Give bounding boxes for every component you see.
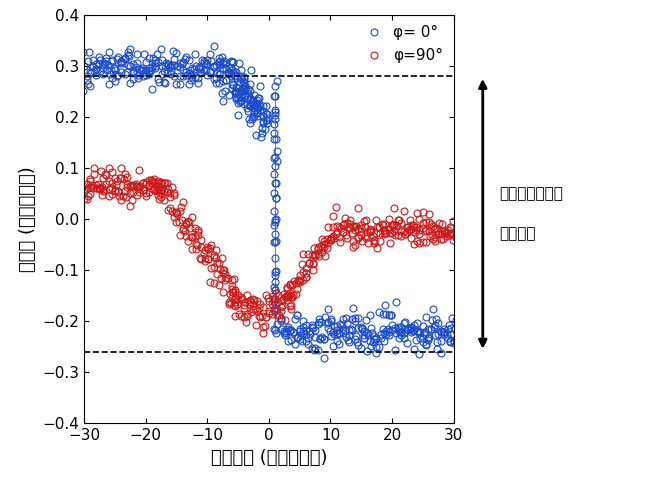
φ= 0° xyxy=(270,155,278,161)
φ= 0° xyxy=(258,125,266,131)
φ=90° xyxy=(453,230,461,236)
φ=90° xyxy=(184,238,192,244)
φ=90° xyxy=(111,188,119,194)
φ= 0° xyxy=(92,66,100,72)
φ=90° xyxy=(259,330,266,336)
Text: 逆スピンホール: 逆スピンホール xyxy=(499,186,563,202)
φ=90° xyxy=(367,226,375,232)
φ=90° xyxy=(210,280,218,286)
φ= 0° xyxy=(80,62,87,68)
φ=90° xyxy=(290,277,297,283)
X-axis label: 外部磁場 (ミリテスラ): 外部磁場 (ミリテスラ) xyxy=(211,449,327,466)
φ= 0° xyxy=(246,89,253,94)
Line: φ= 0°: φ= 0° xyxy=(80,43,461,362)
φ= 0° xyxy=(196,66,204,72)
Y-axis label: 抵抗値 (ミリオーム): 抵抗値 (ミリオーム) xyxy=(19,166,37,272)
φ=90° xyxy=(91,165,98,171)
φ= 0° xyxy=(135,72,143,78)
φ=90° xyxy=(288,282,296,288)
φ= 0° xyxy=(320,356,328,362)
Line: φ=90°: φ=90° xyxy=(80,164,461,336)
Legend: φ= 0°, φ=90°: φ= 0°, φ=90° xyxy=(356,19,449,69)
Text: シグナル: シグナル xyxy=(499,226,535,241)
φ= 0° xyxy=(210,43,218,49)
φ=90° xyxy=(80,183,87,189)
φ= 0° xyxy=(453,336,461,341)
